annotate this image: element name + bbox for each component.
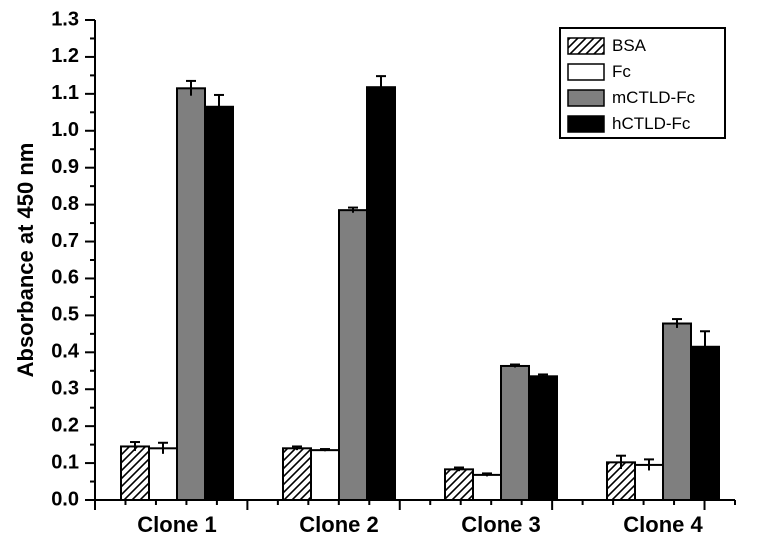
y-tick-label: 0.7	[51, 230, 79, 252]
y-tick-label: 0.4	[51, 341, 80, 363]
bar	[445, 469, 473, 500]
y-tick-label: 0.6	[51, 267, 79, 289]
bar	[177, 88, 205, 500]
y-tick-label: 0.3	[51, 378, 79, 400]
bar	[691, 347, 719, 500]
x-category-label: Clone 4	[623, 512, 703, 537]
legend-swatch	[568, 116, 604, 132]
bar	[367, 87, 395, 500]
y-tick-label: 1.3	[51, 8, 79, 30]
x-category-label: Clone 2	[299, 512, 378, 537]
legend-label: BSA	[612, 36, 647, 55]
bar	[149, 448, 177, 500]
legend-label: hCTLD-Fc	[612, 114, 691, 133]
y-axis-label: Absorbance at 450 nm	[13, 143, 38, 378]
bar	[311, 450, 339, 500]
legend-swatch	[568, 64, 604, 80]
bar	[283, 448, 311, 500]
bar	[473, 475, 501, 500]
y-tick-label: 0.8	[51, 193, 79, 215]
y-tick-label: 1.1	[51, 82, 79, 104]
bar	[205, 107, 233, 500]
x-category-label: Clone 3	[461, 512, 540, 537]
y-tick-label: 0.9	[51, 156, 79, 178]
bar-chart: 0.0 0.1 0.2 0.3 0.4 0.5 0.6 0.7 0.8 0.9 1.0 1.1 1.2 1…	[0, 0, 779, 547]
bar	[121, 446, 149, 500]
legend-label: mCTLD-Fc	[612, 88, 696, 107]
legend-swatch	[568, 38, 604, 54]
x-category-label: Clone 1	[137, 512, 216, 537]
bar	[501, 366, 529, 500]
y-tick-label: 1.2	[51, 45, 79, 67]
bar	[529, 376, 557, 500]
bar	[339, 210, 367, 500]
legend-label: Fc	[612, 62, 631, 81]
y-tick-label: 0.2	[51, 414, 79, 436]
chart-container: 0.0 0.1 0.2 0.3 0.4 0.5 0.6 0.7 0.8 0.9 1.0 1.1 1.2 1…	[0, 0, 779, 547]
y-tick-label: 0.0	[51, 488, 79, 510]
y-tick-label: 0.1	[51, 451, 79, 473]
bar	[663, 324, 691, 500]
y-tick-label: 1.0	[51, 119, 79, 141]
y-tick-label: 0.5	[51, 304, 79, 326]
legend-swatch	[568, 90, 604, 106]
